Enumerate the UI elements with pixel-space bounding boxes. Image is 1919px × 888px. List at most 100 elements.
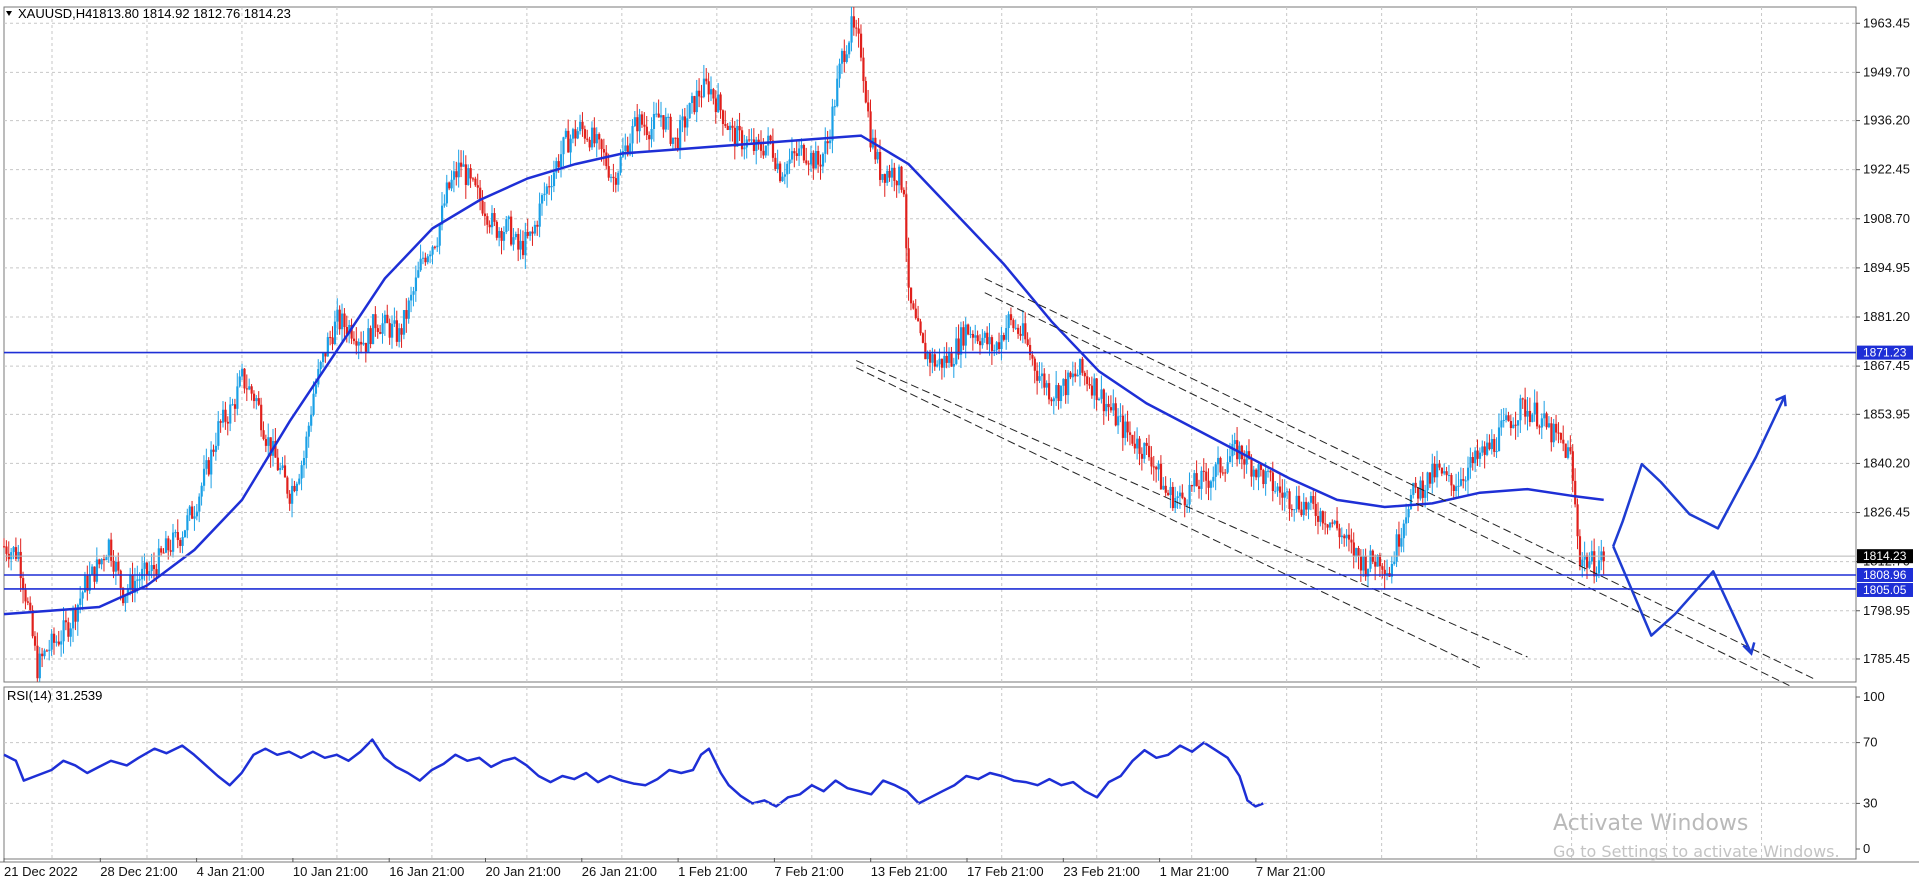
candle-body (298, 478, 301, 484)
candle-body (976, 335, 979, 342)
candle-body (657, 113, 660, 118)
candle-body (450, 179, 453, 189)
candle-body (588, 139, 591, 148)
candle-body (721, 110, 725, 125)
candle-body (1324, 523, 1327, 525)
candle-body (1416, 487, 1420, 499)
candle-body (493, 213, 496, 222)
horizontal-levels[interactable] (4, 351, 1856, 590)
candle-body (360, 341, 363, 345)
candle-body (1176, 496, 1179, 498)
candle-body (1050, 399, 1053, 402)
candle-body (1095, 378, 1098, 401)
candle-body (817, 150, 820, 165)
candle-body (781, 176, 784, 182)
chart-menu-arrow-icon[interactable] (6, 11, 12, 16)
candle-body (1566, 447, 1570, 458)
candle-body (338, 309, 341, 330)
candle-body (441, 205, 444, 225)
candle-body (33, 636, 37, 646)
channel-line[interactable] (856, 360, 1528, 658)
candle-body (448, 182, 451, 189)
candle-body (1031, 354, 1034, 359)
candle-body (1209, 481, 1213, 488)
candle-body (348, 324, 351, 335)
candle-body (264, 439, 268, 446)
trend-channel[interactable] (855, 277, 1814, 687)
candle-body (502, 232, 506, 241)
candle-body (1307, 502, 1310, 510)
candle-body (152, 565, 156, 570)
candle-body (1438, 463, 1441, 468)
candle-body (998, 342, 1001, 350)
candle-body (709, 89, 713, 95)
projection-drawings[interactable] (1612, 394, 1787, 656)
candle-body (1105, 403, 1108, 412)
candle-body (243, 368, 246, 389)
candle-body (1143, 442, 1146, 459)
candle-body (262, 430, 265, 440)
candle-body (1519, 398, 1522, 421)
candle-body (405, 310, 408, 319)
candle-body (945, 355, 948, 363)
channel-line[interactable] (984, 292, 1790, 687)
candle-body (738, 125, 741, 131)
candle-body (638, 114, 641, 132)
candle-body (1340, 535, 1344, 538)
candle-body (1014, 327, 1017, 329)
candle-body (24, 589, 27, 602)
candle-body (1290, 509, 1294, 511)
channel-line[interactable] (855, 367, 1481, 669)
candle-body (1531, 414, 1534, 423)
price-tick-label: 1963.45 (1863, 15, 1910, 30)
candle-body (1297, 495, 1301, 510)
candle-body (1569, 447, 1572, 452)
candle-body (931, 354, 934, 363)
projection-down-path[interactable] (1612, 545, 1753, 654)
candle-body (1100, 389, 1103, 399)
candle-body (433, 246, 437, 248)
candle-body (1107, 403, 1110, 408)
candle-body (974, 335, 977, 338)
projection-up-path[interactable] (1612, 395, 1786, 547)
candle-body (1581, 559, 1584, 567)
candle-body (612, 176, 615, 179)
candle-body (833, 106, 836, 108)
time-axis[interactable]: 21 Dec 2022 28 Dec 21:00 4 Jan 21:00 10 Jan… (3, 858, 1325, 879)
candle-body (1421, 480, 1424, 498)
candle-body (1412, 482, 1415, 495)
rsi-tick-label: 30 (1863, 795, 1877, 810)
candle-body (707, 81, 710, 95)
candle-body (1414, 482, 1417, 488)
candle-body (1021, 323, 1025, 336)
candle-body (1474, 450, 1477, 464)
candle-body (545, 186, 548, 194)
candle-body (1514, 424, 1517, 426)
candle-body (293, 485, 296, 492)
candle-body (1402, 523, 1405, 539)
candle-body (471, 178, 475, 180)
candle-body (164, 538, 168, 553)
candle-body (1026, 339, 1029, 346)
price-tick-label: 1798.95 (1863, 603, 1910, 618)
time-tick-label: 23 Feb 21:00 (1063, 864, 1140, 879)
candle-body (1005, 328, 1008, 340)
candle-body (1552, 423, 1555, 443)
candle-body (526, 231, 529, 236)
channel-line[interactable] (984, 277, 1814, 679)
candle-body (1309, 495, 1313, 503)
candle-body (759, 142, 763, 151)
candle-body (995, 342, 998, 351)
candle-body (667, 116, 670, 118)
price-axis[interactable]: 1963.45 1949.70 1936.20 1922.45 1908.70 1894.… (1856, 15, 1910, 666)
candle-body (1112, 403, 1115, 411)
candle-body (1040, 373, 1044, 377)
candle-body (107, 539, 110, 558)
candle-body (776, 163, 779, 170)
candle-body (1557, 432, 1560, 434)
candle-body (88, 574, 91, 591)
candle-body (400, 328, 403, 335)
price-tick-label: 1785.45 (1863, 651, 1910, 666)
